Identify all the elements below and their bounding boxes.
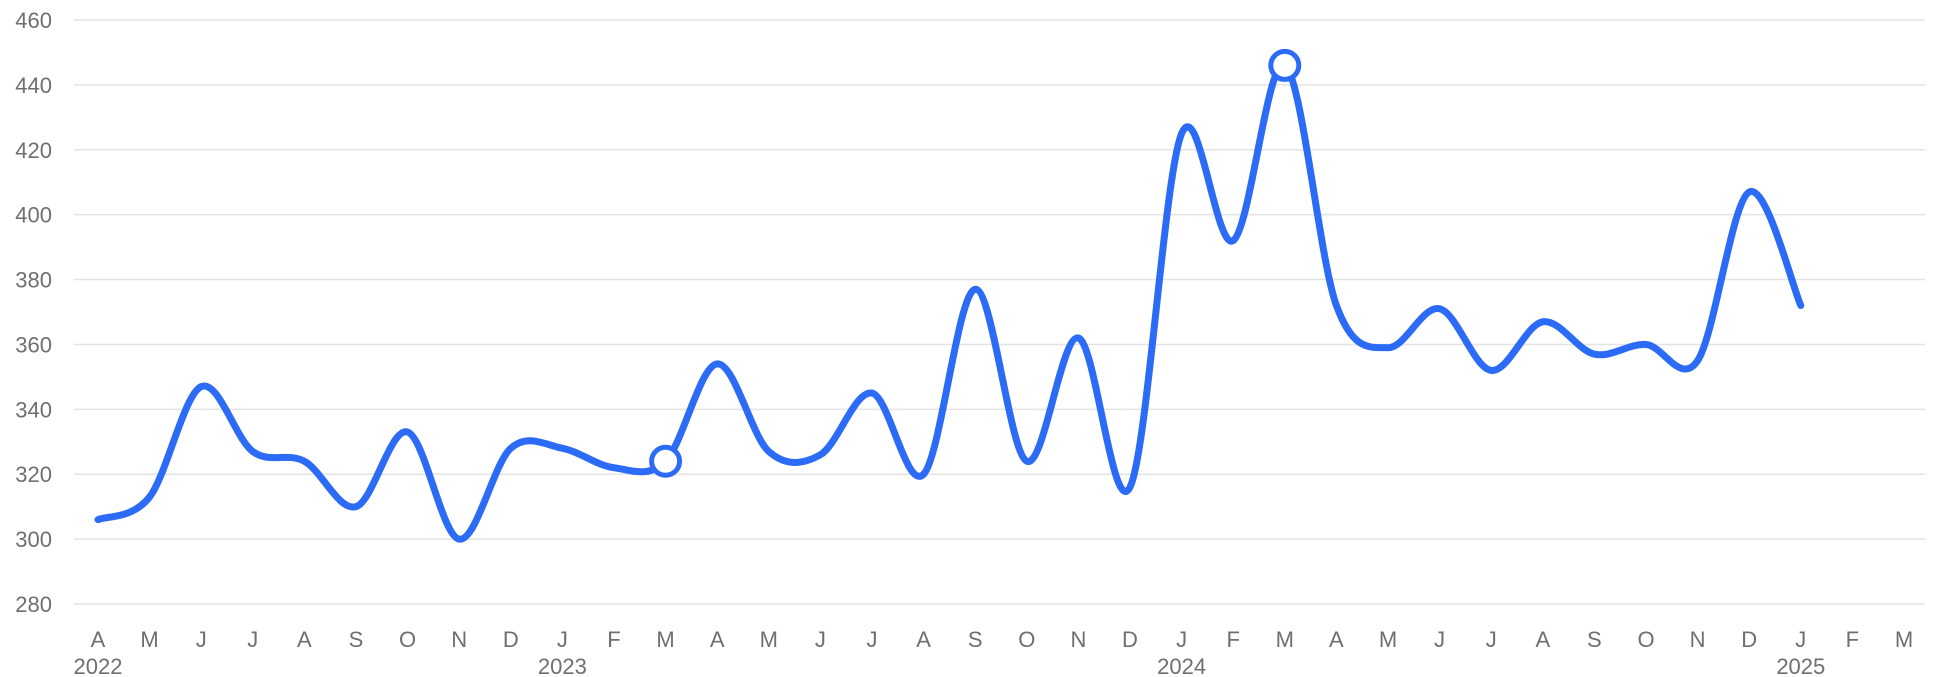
y-tick-label: 440	[15, 73, 52, 98]
data-point-marker[interactable]	[1268, 48, 1302, 82]
year-label: 2023	[538, 654, 587, 677]
x-tick-label: F	[1226, 627, 1239, 652]
x-tick-label: A	[1535, 627, 1550, 652]
x-tick-label: D	[503, 627, 519, 652]
x-tick-label: D	[1741, 627, 1757, 652]
x-tick-label: M	[1276, 627, 1294, 652]
x-tick-label: O	[1018, 627, 1035, 652]
y-tick-label: 400	[15, 203, 52, 228]
x-tick-label: J	[1486, 627, 1497, 652]
x-tick-label: F	[1846, 627, 1859, 652]
x-tick-label: M	[140, 627, 158, 652]
data-point-marker[interactable]	[649, 444, 683, 478]
x-tick-label: F	[607, 627, 620, 652]
x-tick-label: M	[1895, 627, 1913, 652]
x-tick-label: M	[1379, 627, 1397, 652]
x-tick-label: A	[91, 627, 106, 652]
x-tick-label: A	[916, 627, 931, 652]
x-tick-label: A	[297, 627, 312, 652]
x-tick-label: N	[1070, 627, 1086, 652]
x-tick-label: M	[760, 627, 778, 652]
x-tick-label: S	[349, 627, 364, 652]
x-tick-label: A	[710, 627, 725, 652]
y-tick-label: 360	[15, 332, 52, 357]
year-label: 2024	[1157, 654, 1206, 677]
x-tick-label: M	[656, 627, 674, 652]
y-tick-label: 420	[15, 138, 52, 163]
y-tick-label: 320	[15, 462, 52, 487]
x-tick-label: N	[1690, 627, 1706, 652]
marker-group	[649, 48, 1302, 478]
x-tick-label: O	[1637, 627, 1654, 652]
year-label: 2025	[1776, 654, 1825, 677]
x-tick-label: J	[557, 627, 568, 652]
y-tick-label: 300	[15, 527, 52, 552]
y-axis: 280 300 320 340 360 380 400 420 440 460	[15, 8, 52, 617]
y-tick-label: 280	[15, 592, 52, 617]
x-tick-label: S	[968, 627, 983, 652]
x-tick-label: A	[1329, 627, 1344, 652]
x-tick-label: J	[247, 627, 258, 652]
x-tick-label: J	[196, 627, 207, 652]
series-group	[94, 61, 1805, 543]
y-tick-label: 380	[15, 268, 52, 293]
x-tick-label: S	[1587, 627, 1602, 652]
x-axis: A M J J A S O N D J F M A M J J A S O N D J F M A M J J A S O N D J F M 2022…	[74, 627, 1914, 677]
year-label: 2022	[74, 654, 123, 677]
x-tick-label: J	[1176, 627, 1187, 652]
x-tick-label: D	[1122, 627, 1138, 652]
gridlines	[74, 19, 1925, 605]
x-tick-label: J	[867, 627, 878, 652]
series-line	[94, 61, 1805, 543]
x-tick-label: J	[815, 627, 826, 652]
y-tick-label: 340	[15, 397, 52, 422]
y-tick-label: 460	[15, 8, 52, 33]
x-tick-label: J	[1795, 627, 1806, 652]
x-tick-label: O	[399, 627, 416, 652]
x-tick-label: N	[451, 627, 467, 652]
x-tick-label: J	[1434, 627, 1445, 652]
